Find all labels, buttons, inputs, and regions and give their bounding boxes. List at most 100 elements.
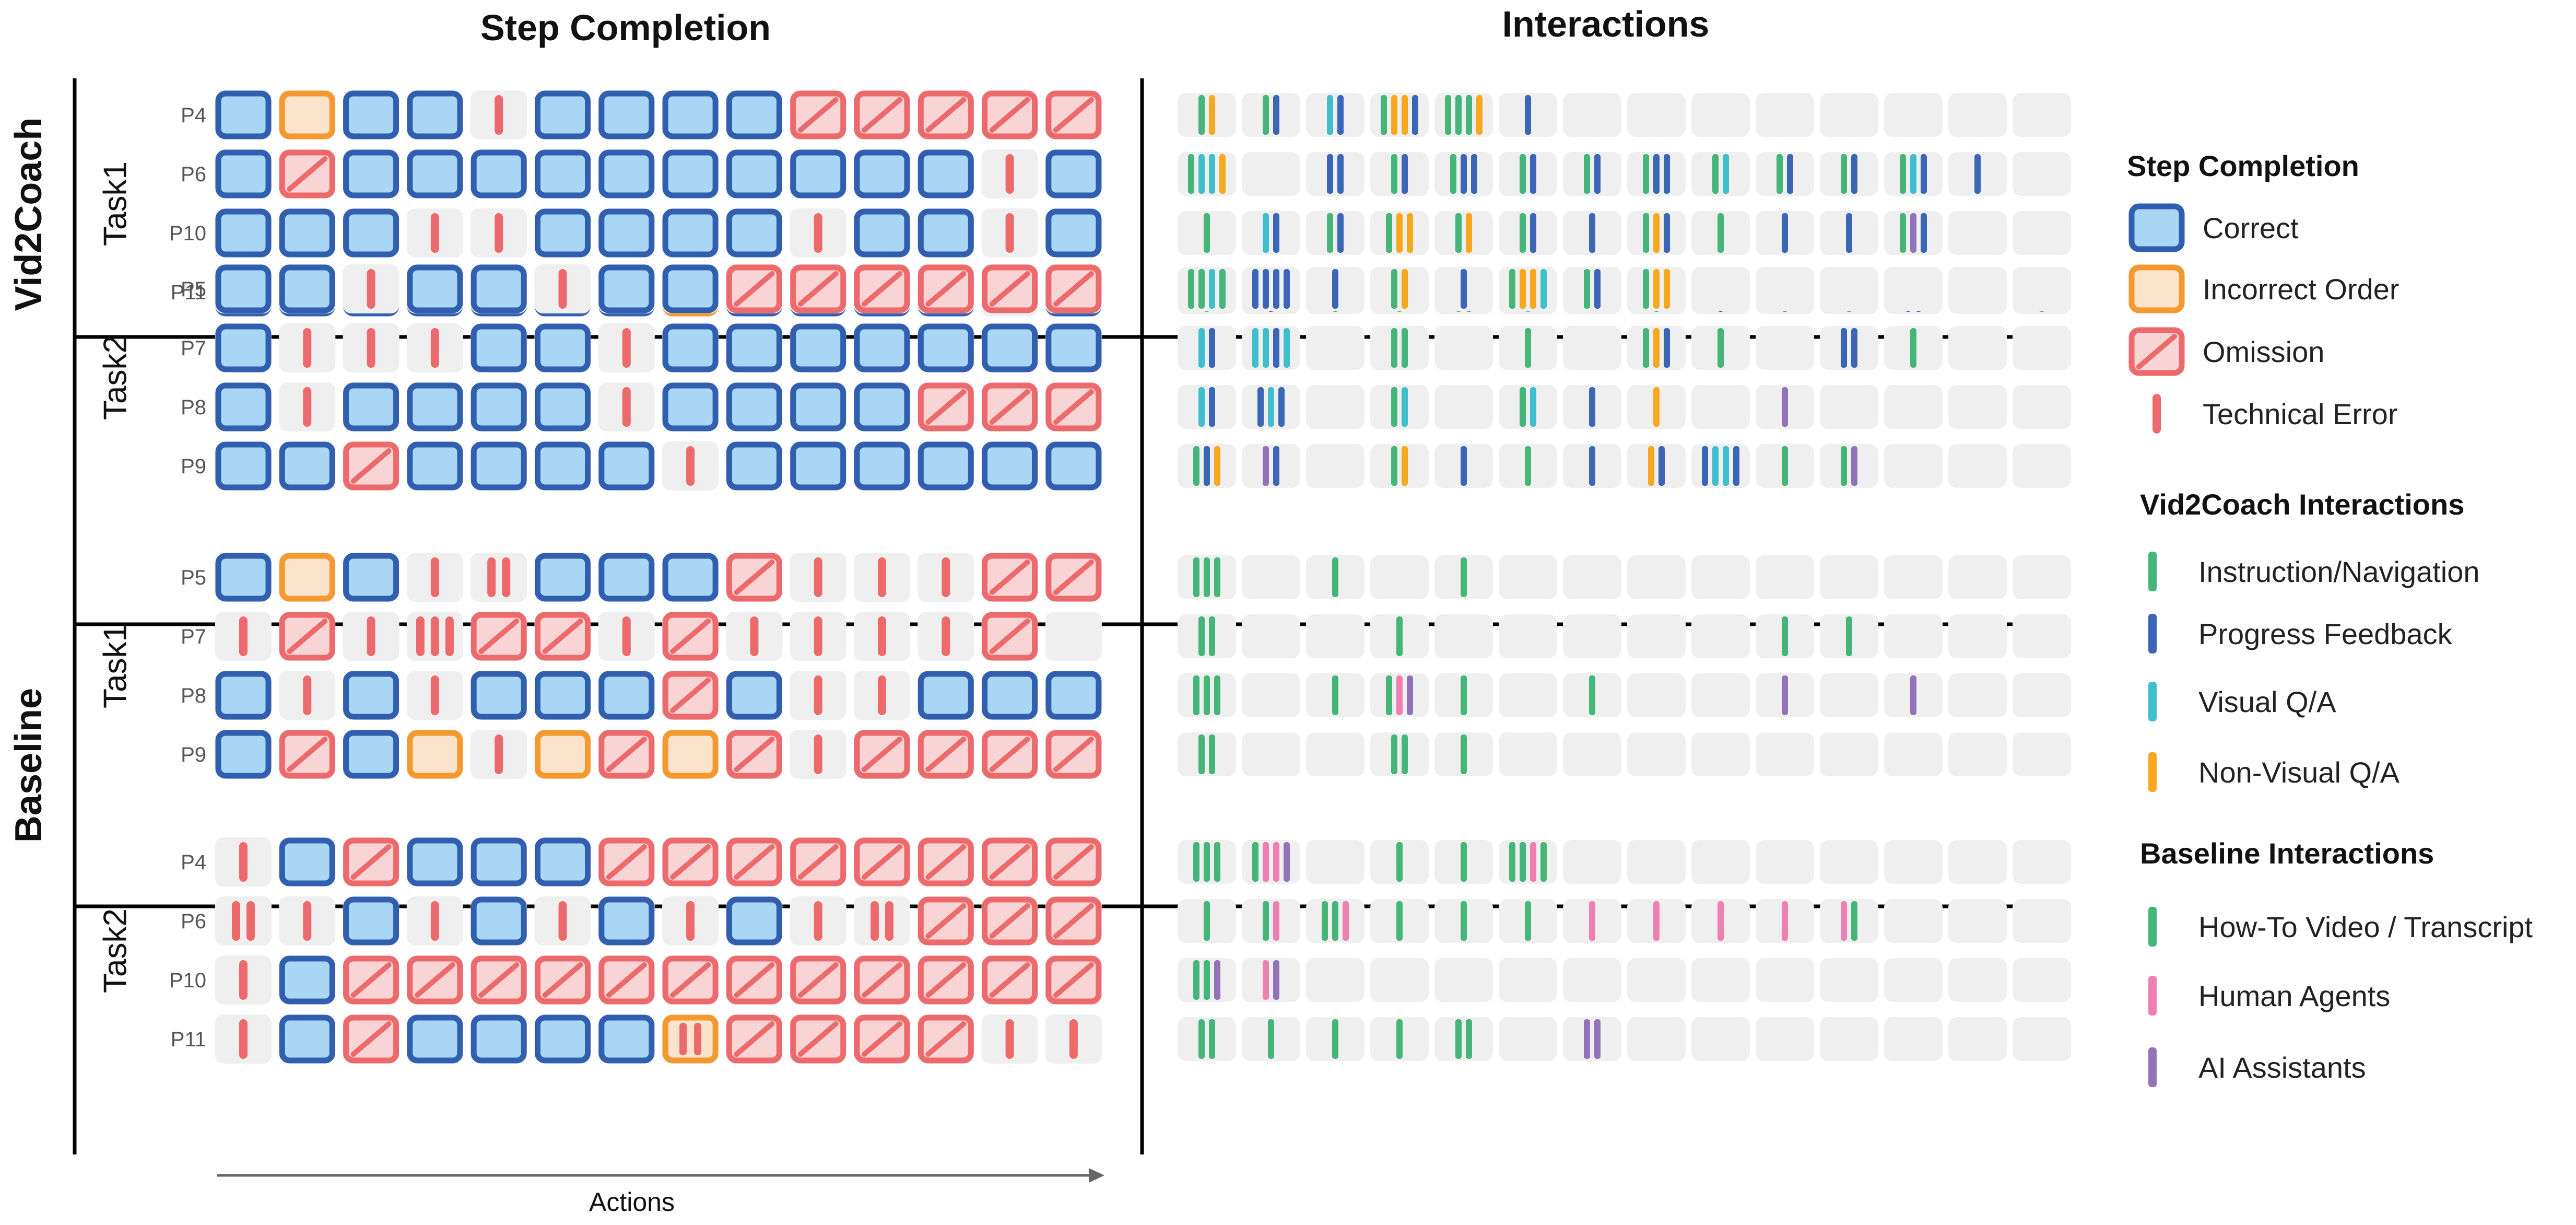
how-to-video-mark (1214, 842, 1220, 882)
human-agents-mark (1530, 842, 1536, 882)
progress-feedback-mark (1974, 154, 1981, 194)
visual-qa-mark (1712, 446, 1719, 486)
omission-slash (925, 271, 967, 307)
non-visual-qa-mark (1402, 446, 1408, 486)
interaction-cell-bg (1756, 732, 1814, 776)
interaction-cell-bg (1434, 211, 1493, 255)
omission-slash (606, 844, 647, 880)
correct-mark (535, 441, 591, 491)
technical-error-mark (686, 446, 695, 486)
correct-mark (279, 955, 335, 1005)
correct-mark (598, 896, 655, 946)
interaction-cell-bg (1499, 152, 1557, 196)
interaction-cell-bg (1691, 732, 1750, 776)
correct-mark (1045, 208, 1102, 258)
progress-feedback-mark (1658, 446, 1665, 486)
instruction-navigation-mark (1381, 95, 1387, 135)
progress-feedback-mark (1273, 446, 1279, 486)
interaction-cell-bg (1756, 152, 1814, 196)
how-to-video-mark (1263, 901, 1269, 941)
step-cell-bg (470, 553, 527, 602)
visual-qa-mark (1327, 95, 1333, 135)
incorrect-order-mark (279, 553, 335, 602)
technical-error-mark (303, 675, 312, 715)
progress-feedback-mark (1273, 328, 1279, 368)
correct-mark (854, 149, 910, 199)
instruction-navigation-mark (1643, 328, 1649, 368)
technical-error-mark (367, 328, 375, 368)
progress-feedback-mark (1589, 446, 1595, 486)
interaction-cell-bg (1820, 958, 1878, 1002)
correct-mark (662, 90, 719, 139)
interaction-cell-bg (1948, 958, 2007, 1002)
human-agents-mark (1263, 960, 1269, 1000)
omission-slash (670, 619, 711, 654)
interaction-cell-bg (1242, 555, 1300, 599)
non-visual-qa-mark (1402, 95, 1408, 135)
progress-feedback-mark (1787, 154, 1793, 194)
legend-baseline-item: Human Agents (2198, 979, 2390, 1012)
participant-label: P7 (181, 625, 206, 648)
interaction-cell-bg (1884, 555, 1943, 599)
non-visual-qa-mark (1653, 269, 1660, 309)
progress-feedback-mark (1284, 269, 1290, 309)
technical-error-mark (239, 616, 248, 656)
ai-assistants-mark (1910, 213, 1916, 253)
interaction-cell-bg (1948, 614, 2007, 658)
interaction-cell-bg (1306, 444, 1365, 488)
technical-error-mark (239, 1019, 248, 1059)
omission-slash (797, 97, 839, 133)
interaction-cell-bg (1242, 958, 1300, 1002)
progress-feedback-mark (1461, 446, 1467, 486)
correct-mark (470, 323, 527, 372)
participant-label: P4 (181, 104, 206, 127)
interaction-cell-bg (1627, 93, 1686, 137)
legend-step-item: Correct (2203, 212, 2299, 244)
how-to-video-mark (1209, 1019, 1215, 1059)
omission-slash (2136, 334, 2177, 369)
interaction-cell-bg (1370, 958, 1429, 1002)
interaction-cell-bg (1627, 555, 1686, 599)
human-agents-mark (1396, 675, 1403, 715)
correct-mark (535, 90, 591, 139)
technical-error-mark (1005, 1019, 1014, 1059)
how-to-video-mark (1332, 901, 1338, 941)
correct-mark (918, 149, 974, 199)
interaction-cell-bg (1756, 840, 1814, 884)
technical-error-mark (750, 616, 759, 656)
legend-title-vid2coach: Vid2Coach Interactions (2140, 488, 2464, 521)
interaction-cell-bg (1370, 555, 1429, 599)
technical-error-mark (430, 616, 439, 656)
interaction-cell-bg (1820, 555, 1878, 599)
interaction-cell-bg (1242, 444, 1300, 488)
technical-error-mark (1005, 154, 1014, 194)
technical-error-mark (430, 901, 439, 941)
interaction-cell-bg (1884, 958, 1943, 1002)
instruction-navigation-mark (1584, 269, 1590, 309)
interaction-cell-bg (1434, 1017, 1493, 1061)
technical-error-mark (303, 387, 312, 427)
interaction-cell-bg (1370, 385, 1429, 429)
interaction-cell-bg (2013, 840, 2071, 884)
human-agents-mark (1343, 901, 1349, 941)
technical-error-mark (622, 616, 631, 656)
interaction-cell-bg (1499, 267, 1557, 311)
human-agents-mark (1263, 842, 1269, 882)
interaction-cell-bg (2013, 958, 2071, 1002)
progress-feedback-mark (1337, 213, 1344, 253)
step-cell-bg (215, 896, 272, 946)
interaction-cell-bg (1499, 385, 1557, 429)
incorrect-order-mark (535, 730, 591, 779)
omission-slash (670, 844, 711, 880)
interaction-cell-bg (1499, 732, 1557, 776)
visual-qa-mark (1263, 213, 1269, 253)
interaction-cell-bg (2013, 1017, 2071, 1061)
correct-mark (1045, 149, 1102, 199)
instruction-navigation-mark (1777, 154, 1783, 194)
instruction-navigation-mark (1718, 328, 1724, 368)
task-label: Task2 (97, 335, 133, 420)
correct-mark (215, 90, 272, 139)
correct-mark (470, 382, 527, 431)
correct-mark (790, 323, 846, 372)
